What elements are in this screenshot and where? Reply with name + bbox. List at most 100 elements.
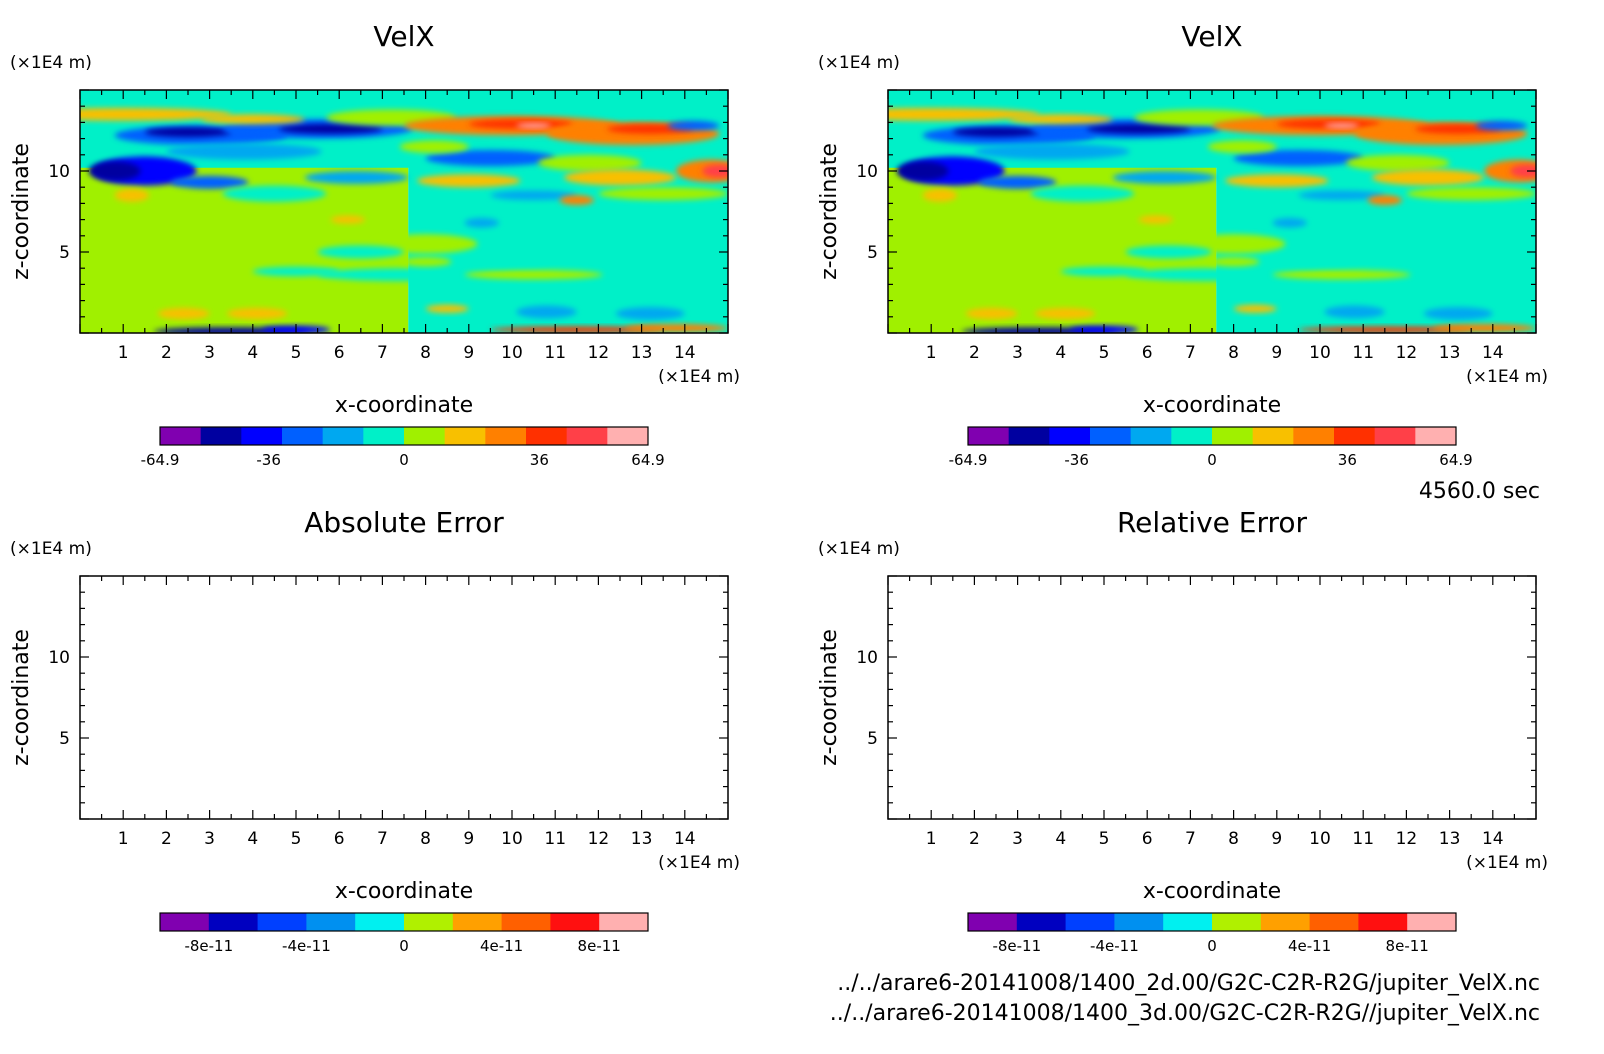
x-unit-label: (×1E4 m) — [1466, 367, 1548, 387]
x-tick-label: 7 — [1185, 829, 1196, 849]
contour-blob — [1034, 307, 1096, 320]
colorbar-swatch — [404, 427, 446, 445]
contour-blob — [166, 143, 322, 160]
y-tick-label: 5 — [59, 729, 70, 749]
x-tick-label: 12 — [588, 829, 610, 849]
contour-blob — [157, 307, 210, 320]
x-tick-label: 11 — [1352, 829, 1374, 849]
x-tick-label: 6 — [334, 343, 345, 363]
colorbar-label: 36 — [1338, 451, 1357, 469]
x-tick-label: 2 — [161, 829, 172, 849]
colorbar-swatch — [241, 427, 283, 445]
colorbar-swatch — [1374, 427, 1416, 445]
colorbar-swatch — [160, 913, 210, 931]
colorbar-label: -4e-11 — [1090, 937, 1139, 955]
x-tick-label: 3 — [204, 829, 215, 849]
colorbar-swatch — [322, 427, 364, 445]
colorbar-swatch — [1407, 913, 1457, 931]
colorbar-label: 0 — [1207, 937, 1217, 955]
colorbar-label: -4e-11 — [282, 937, 331, 955]
x-tick-label: 14 — [674, 829, 696, 849]
y-tick-label: 10 — [856, 162, 878, 182]
x-tick-label: 5 — [291, 343, 302, 363]
contour-blob — [144, 127, 232, 137]
colorbar-swatch — [1212, 913, 1262, 931]
colorbar-swatch — [257, 913, 307, 931]
colorbar-label: 64.9 — [1439, 451, 1472, 469]
x-tick-label: 2 — [969, 343, 980, 363]
colorbar-swatch — [968, 427, 1010, 445]
colorbar-label: -64.9 — [949, 451, 988, 469]
colorbar-swatch — [968, 913, 1018, 931]
y-unit-label: (×1E4 m) — [10, 539, 92, 559]
colorbar-swatch — [1065, 913, 1115, 931]
colorbar-swatch — [526, 427, 568, 445]
contour-blob — [1475, 120, 1528, 131]
x-tick-label: 13 — [1439, 343, 1461, 363]
x-tick-label: 5 — [291, 829, 302, 849]
colorbar-frame — [159, 426, 649, 446]
colorbar-swatch — [444, 427, 486, 445]
colorbar-swatch — [501, 913, 551, 931]
colorbar-label: 4e-11 — [1288, 937, 1331, 955]
x-tick-label: 1 — [118, 829, 129, 849]
contour-blob — [416, 174, 521, 188]
contour-blob — [464, 217, 500, 228]
colorbar-swatch — [1049, 427, 1091, 445]
contour-blob — [252, 266, 340, 277]
colorbar-swatch — [363, 427, 405, 445]
contour-blob — [226, 307, 288, 320]
x-tick-label: 5 — [1099, 343, 1110, 363]
colorbar-label: -36 — [1064, 451, 1089, 469]
x-tick-label: 6 — [1142, 829, 1153, 849]
x-tick-label: 3 — [1012, 829, 1023, 849]
contour-field — [80, 90, 728, 333]
colorbar-label: 4e-11 — [480, 937, 523, 955]
contour-blob — [1272, 217, 1308, 228]
contour-blob — [1233, 149, 1364, 167]
x-tick-label: 14 — [1482, 829, 1504, 849]
contour-blob — [667, 120, 720, 131]
colorbar-swatch — [1163, 913, 1213, 931]
y-unit-label: (×1E4 m) — [818, 53, 900, 73]
contour-blob — [624, 324, 728, 333]
contour-blob — [1138, 215, 1174, 224]
x-unit-label: (×1E4 m) — [658, 853, 740, 873]
x-tick-label: 10 — [1309, 343, 1331, 363]
plot-frame — [887, 575, 1537, 820]
x-tick-label: 12 — [1396, 343, 1418, 363]
x-tick-label: 14 — [1482, 343, 1504, 363]
y-tick-label: 5 — [867, 729, 878, 749]
colorbar-swatch — [200, 427, 242, 445]
colorbar-label: 64.9 — [631, 451, 664, 469]
x-tick-label: 8 — [420, 829, 431, 849]
y-tick-label: 5 — [59, 243, 70, 263]
contour-blob — [1324, 123, 1359, 129]
contour-blob — [80, 107, 232, 121]
x-tick-label: 1 — [926, 343, 937, 363]
plot-frame — [79, 575, 729, 820]
contour-field — [888, 90, 1536, 333]
colorbar-swatch — [1415, 427, 1457, 445]
contour-blob — [317, 268, 491, 282]
colorbar-label: -36 — [256, 451, 281, 469]
file-path-1: ../../arare6-20141008/1400_2d.00/G2C-C2R… — [837, 971, 1540, 996]
x-tick-label: 9 — [463, 829, 474, 849]
x-tick-label: 8 — [1228, 829, 1239, 849]
x-tick-label: 13 — [631, 343, 653, 363]
colorbar-label: 8e-11 — [1386, 937, 1429, 955]
contour-blob — [1406, 187, 1536, 201]
chart-title: Relative Error — [1117, 506, 1308, 539]
contour-blob — [922, 188, 958, 202]
contour-blob — [1112, 171, 1217, 184]
contour-blob — [1224, 174, 1329, 188]
contour-blob — [114, 188, 150, 202]
contour-blob — [974, 143, 1130, 160]
contour-blob — [200, 114, 305, 125]
contour-blob — [516, 305, 577, 319]
x-axis-label: x-coordinate — [1143, 393, 1281, 418]
y-tick-label: 10 — [856, 648, 878, 668]
y-axis-label: z-coordinate — [9, 629, 34, 766]
contour-blob — [1181, 234, 1286, 254]
x-tick-label: 11 — [1352, 343, 1374, 363]
